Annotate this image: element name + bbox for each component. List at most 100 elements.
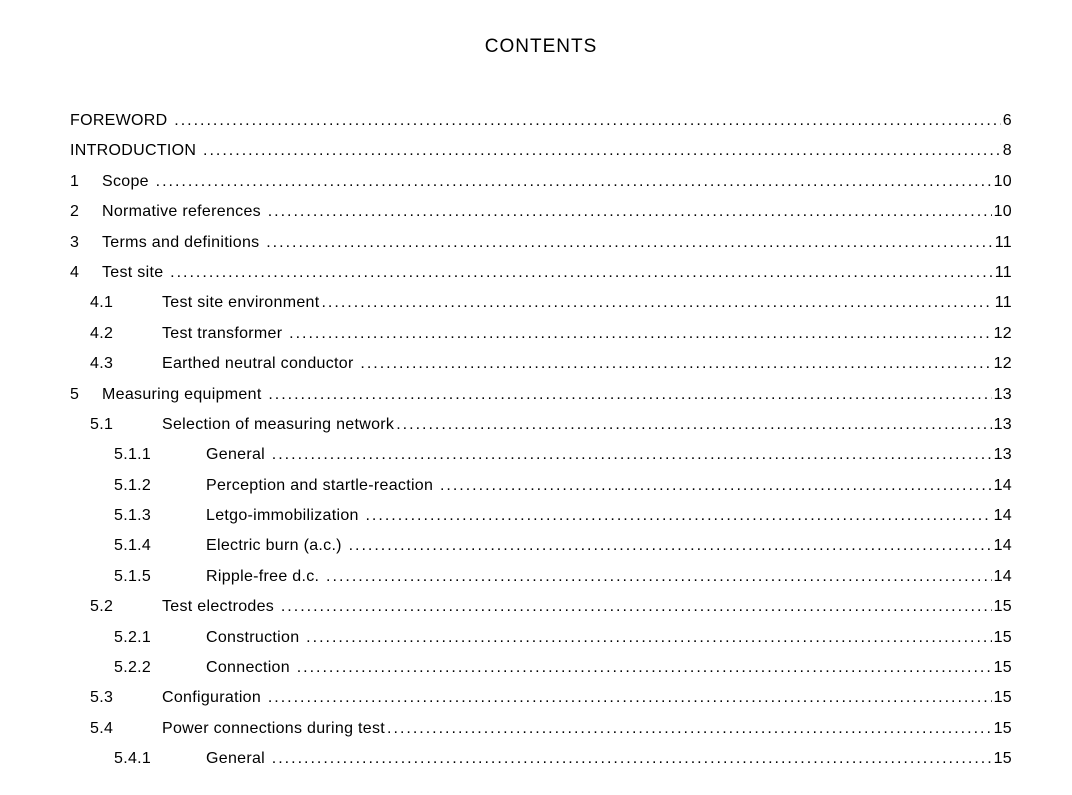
toc-entry-label: Ripple-free d.c.: [206, 562, 326, 592]
toc-entry-label: Test electrodes: [162, 592, 281, 622]
toc-entry: FOREWORD 6: [70, 106, 1012, 136]
toc-entry-label: Connection: [206, 653, 297, 683]
toc-entry: 5.1.4Electric burn (a.c.) 14: [70, 531, 1012, 561]
toc-entry-page: 6: [1001, 106, 1012, 136]
toc-entry-number: 5.2: [90, 592, 162, 622]
toc-entry-label: Configuration: [162, 683, 268, 713]
toc-entry-label: General: [206, 440, 272, 470]
toc-entry-page: 14: [992, 471, 1012, 501]
toc-leader-dots: [156, 167, 992, 197]
toc-entry-label: Perception and startle-reaction: [206, 471, 440, 501]
toc-entry: 2Normative references 10: [70, 197, 1012, 227]
toc-entry-page: 13: [992, 410, 1012, 440]
toc-entry-label: General: [206, 744, 272, 774]
toc-entry: 5Measuring equipment 13: [70, 380, 1012, 410]
toc-entry: 5.1.3Letgo-immobilization 14: [70, 501, 1012, 531]
toc-entry: 5.1.2Perception and startle-reaction 14: [70, 471, 1012, 501]
toc-entry: 4.3Earthed neutral conductor 12: [70, 349, 1012, 379]
toc-entry-number: 5.3: [90, 683, 162, 713]
toc-leader-dots: [289, 319, 991, 349]
toc-entry-page: 12: [992, 349, 1012, 379]
toc-entry-label: INTRODUCTION: [70, 136, 203, 166]
toc-entry-number: 1: [70, 167, 102, 197]
toc-leader-dots: [440, 471, 992, 501]
toc-leader-dots: [360, 349, 991, 379]
toc-entry-label: Test site: [102, 258, 170, 288]
toc-entry-label: Test site environment: [162, 288, 321, 318]
toc-entry-page: 15: [992, 744, 1012, 774]
toc-entry-label: Power connections during test: [162, 714, 387, 744]
toc-entry-page: 14: [992, 562, 1012, 592]
toc-entry-page: 10: [992, 197, 1012, 227]
toc-entry: 4.1Test site environment 11: [70, 288, 1012, 318]
toc-leader-dots: [268, 380, 991, 410]
toc-entry: 3Terms and definitions 11: [70, 228, 1012, 258]
toc-entry: 5.2.2Connection 15: [70, 653, 1012, 683]
toc-leader-dots: [306, 623, 991, 653]
toc-entry-label: FOREWORD: [70, 106, 174, 136]
toc-entry-page: 13: [992, 380, 1012, 410]
toc-entry: 5.4.1General 15: [70, 744, 1012, 774]
toc-entry-number: 2: [70, 197, 102, 227]
toc-entry-label: Measuring equipment: [102, 380, 268, 410]
toc-entry-label: Earthed neutral conductor: [162, 349, 360, 379]
toc-entry-label: Test transformer: [162, 319, 289, 349]
toc-entry-number: 5.1: [90, 410, 162, 440]
toc-entry: 5.1Selection of measuring network 13: [70, 410, 1012, 440]
toc-entry-number: 3: [70, 228, 102, 258]
toc-entry-page: 11: [993, 258, 1012, 288]
toc-entry-number: 5.1.5: [114, 562, 206, 592]
contents-heading: CONTENTS: [70, 36, 1012, 58]
toc-entry-label: Normative references: [102, 197, 268, 227]
toc-leader-dots: [297, 653, 992, 683]
toc-entry-number: 5: [70, 380, 102, 410]
toc-entry-number: 5.1.2: [114, 471, 206, 501]
toc-entry-label: Electric burn (a.c.): [206, 531, 349, 561]
toc-leader-dots: [170, 258, 993, 288]
toc-leader-dots: [174, 106, 1001, 136]
toc-entry: 1Scope 10: [70, 167, 1012, 197]
toc-entry-number: 4.3: [90, 349, 162, 379]
toc-entry-number: 5.1.3: [114, 501, 206, 531]
table-of-contents: FOREWORD 6INTRODUCTION 81Scope 102Normat…: [70, 106, 1012, 775]
toc-entry: INTRODUCTION 8: [70, 136, 1012, 166]
toc-leader-dots: [321, 288, 992, 318]
toc-entry-page: 15: [992, 592, 1012, 622]
toc-entry-page: 14: [992, 501, 1012, 531]
toc-entry-page: 11: [993, 288, 1012, 318]
toc-entry-page: 15: [992, 683, 1012, 713]
toc-entry-number: 4.2: [90, 319, 162, 349]
toc-entry-label: Selection of measuring network: [162, 410, 396, 440]
toc-entry-page: 15: [992, 714, 1012, 744]
toc-entry: 4Test site 11: [70, 258, 1012, 288]
toc-leader-dots: [349, 531, 992, 561]
toc-entry-page: 8: [1001, 136, 1012, 166]
document-page: CONTENTS FOREWORD 6INTRODUCTION 81Scope …: [0, 0, 1072, 795]
toc-leader-dots: [272, 744, 992, 774]
toc-entry-page: 14: [992, 531, 1012, 561]
toc-entry-number: 5.4.1: [114, 744, 206, 774]
toc-leader-dots: [268, 197, 992, 227]
toc-leader-dots: [387, 714, 992, 744]
toc-entry-page: 15: [992, 623, 1012, 653]
toc-entry-page: 12: [992, 319, 1012, 349]
toc-leader-dots: [266, 228, 993, 258]
toc-entry-number: 5.1.4: [114, 531, 206, 561]
toc-leader-dots: [203, 136, 1001, 166]
toc-entry: 5.4Power connections during test 15: [70, 714, 1012, 744]
toc-entry-number: 5.4: [90, 714, 162, 744]
toc-entry-page: 10: [992, 167, 1012, 197]
toc-entry-page: 11: [993, 228, 1012, 258]
toc-leader-dots: [326, 562, 992, 592]
toc-entry-label: Terms and definitions: [102, 228, 266, 258]
toc-leader-dots: [281, 592, 992, 622]
toc-entry: 5.3Configuration 15: [70, 683, 1012, 713]
toc-entry: 5.2.1Construction 15: [70, 623, 1012, 653]
toc-entry-number: 5.2.2: [114, 653, 206, 683]
toc-leader-dots: [396, 410, 991, 440]
toc-entry-label: Construction: [206, 623, 306, 653]
toc-leader-dots: [365, 501, 991, 531]
toc-entry-number: 4.1: [90, 288, 162, 318]
toc-entry-number: 5.1.1: [114, 440, 206, 470]
toc-leader-dots: [268, 683, 992, 713]
